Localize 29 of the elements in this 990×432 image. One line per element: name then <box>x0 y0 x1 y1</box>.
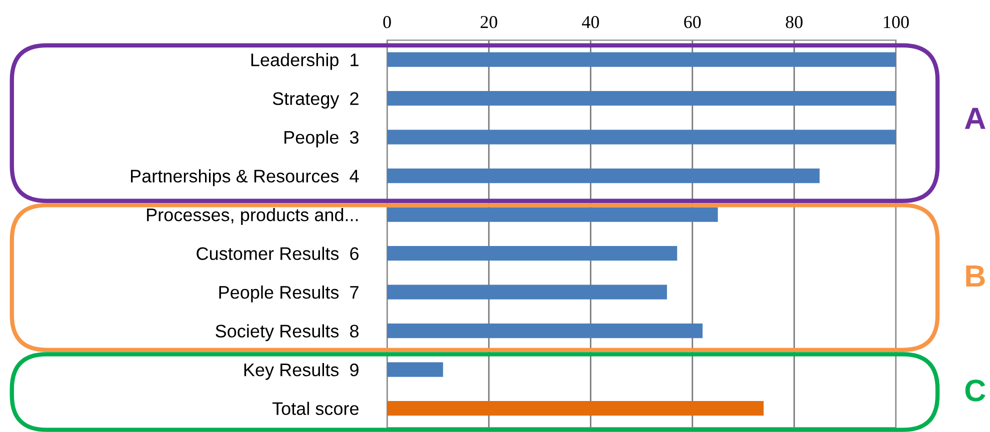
y-tick-label: Leadership 1 <box>251 53 358 70</box>
bar <box>387 323 703 338</box>
bar <box>387 284 667 300</box>
text: C <box>965 380 986 402</box>
x-tick-label: 60 <box>684 16 701 28</box>
bar <box>387 130 896 144</box>
bar <box>387 400 764 416</box>
text: A <box>964 108 986 129</box>
y-tick-label: People 3 <box>284 130 359 148</box>
x-tick-label: 80 <box>786 16 803 28</box>
bar <box>387 246 678 261</box>
text: B <box>966 266 985 287</box>
bar <box>387 90 896 106</box>
x-tick-label: 100 <box>884 16 909 28</box>
y-tick-label: Society Results 8 <box>216 324 359 342</box>
y-tick-label: Total score <box>272 402 359 416</box>
y-tick-label: Partnerships & Resources 4 <box>130 169 359 186</box>
y-tick-label: People Results 7 <box>219 286 358 302</box>
x-tick-label: 40 <box>582 16 599 28</box>
bar <box>387 168 820 184</box>
bar <box>387 362 444 377</box>
bar <box>387 207 718 222</box>
bar <box>387 52 896 67</box>
y-tick-label: Customer Results 6 <box>196 246 359 260</box>
y-tick-label: Strategy 2 <box>272 92 358 109</box>
x-tick-label: 0 <box>383 16 391 28</box>
x-tick-label: 20 <box>480 16 498 28</box>
y-tick-label: Key Results 9 <box>244 363 358 380</box>
y-tick-label: Processes, products and... <box>147 208 358 225</box>
